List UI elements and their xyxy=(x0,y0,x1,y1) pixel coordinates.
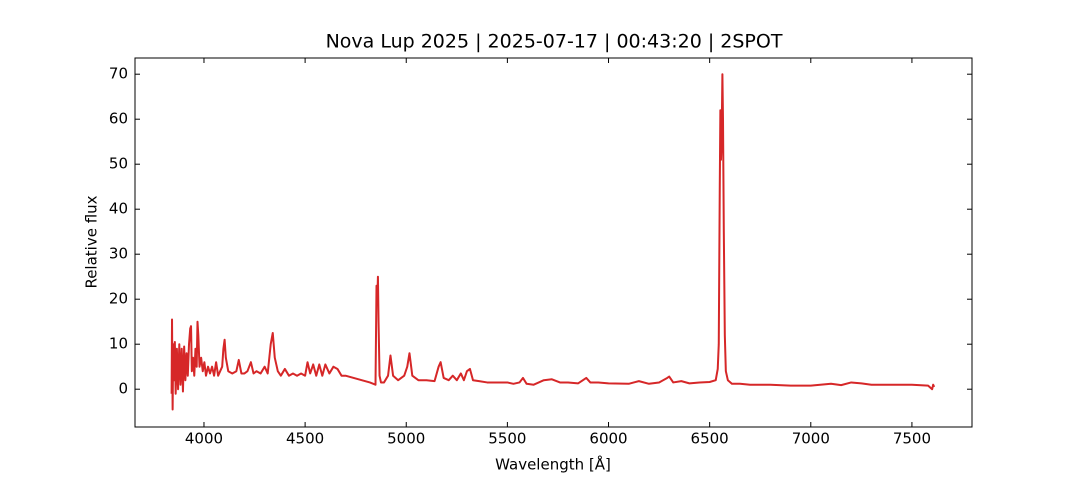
x-tick-label: 7500 xyxy=(893,430,931,448)
y-tick-label: 20 xyxy=(109,290,128,308)
chart-title: Nova Lup 2025 | 2025-07-17 | 00:43:20 | … xyxy=(326,31,783,53)
y-tick-label: 10 xyxy=(109,335,128,353)
y-tick-label: 40 xyxy=(109,200,128,218)
y-tick-label: 70 xyxy=(109,65,128,83)
x-tick-label: 7000 xyxy=(792,430,830,448)
x-tick-label: 5000 xyxy=(387,430,425,448)
x-axis-label: Wavelength [Å] xyxy=(495,455,611,474)
x-tick-label: 4000 xyxy=(185,430,223,448)
spectrum-line xyxy=(170,73,936,411)
y-tick-label: 0 xyxy=(118,380,128,398)
y-axis-label: Relative flux xyxy=(83,195,101,288)
x-tick-label: 4500 xyxy=(286,430,324,448)
x-tick-label: 6500 xyxy=(691,430,729,448)
y-tick-label: 60 xyxy=(109,110,128,128)
x-tick-label: 6000 xyxy=(589,430,627,448)
y-tick-label: 30 xyxy=(109,245,128,263)
plot-frame xyxy=(134,57,973,428)
x-tick-label: 5500 xyxy=(488,430,526,448)
y-tick-label: 50 xyxy=(109,155,128,173)
